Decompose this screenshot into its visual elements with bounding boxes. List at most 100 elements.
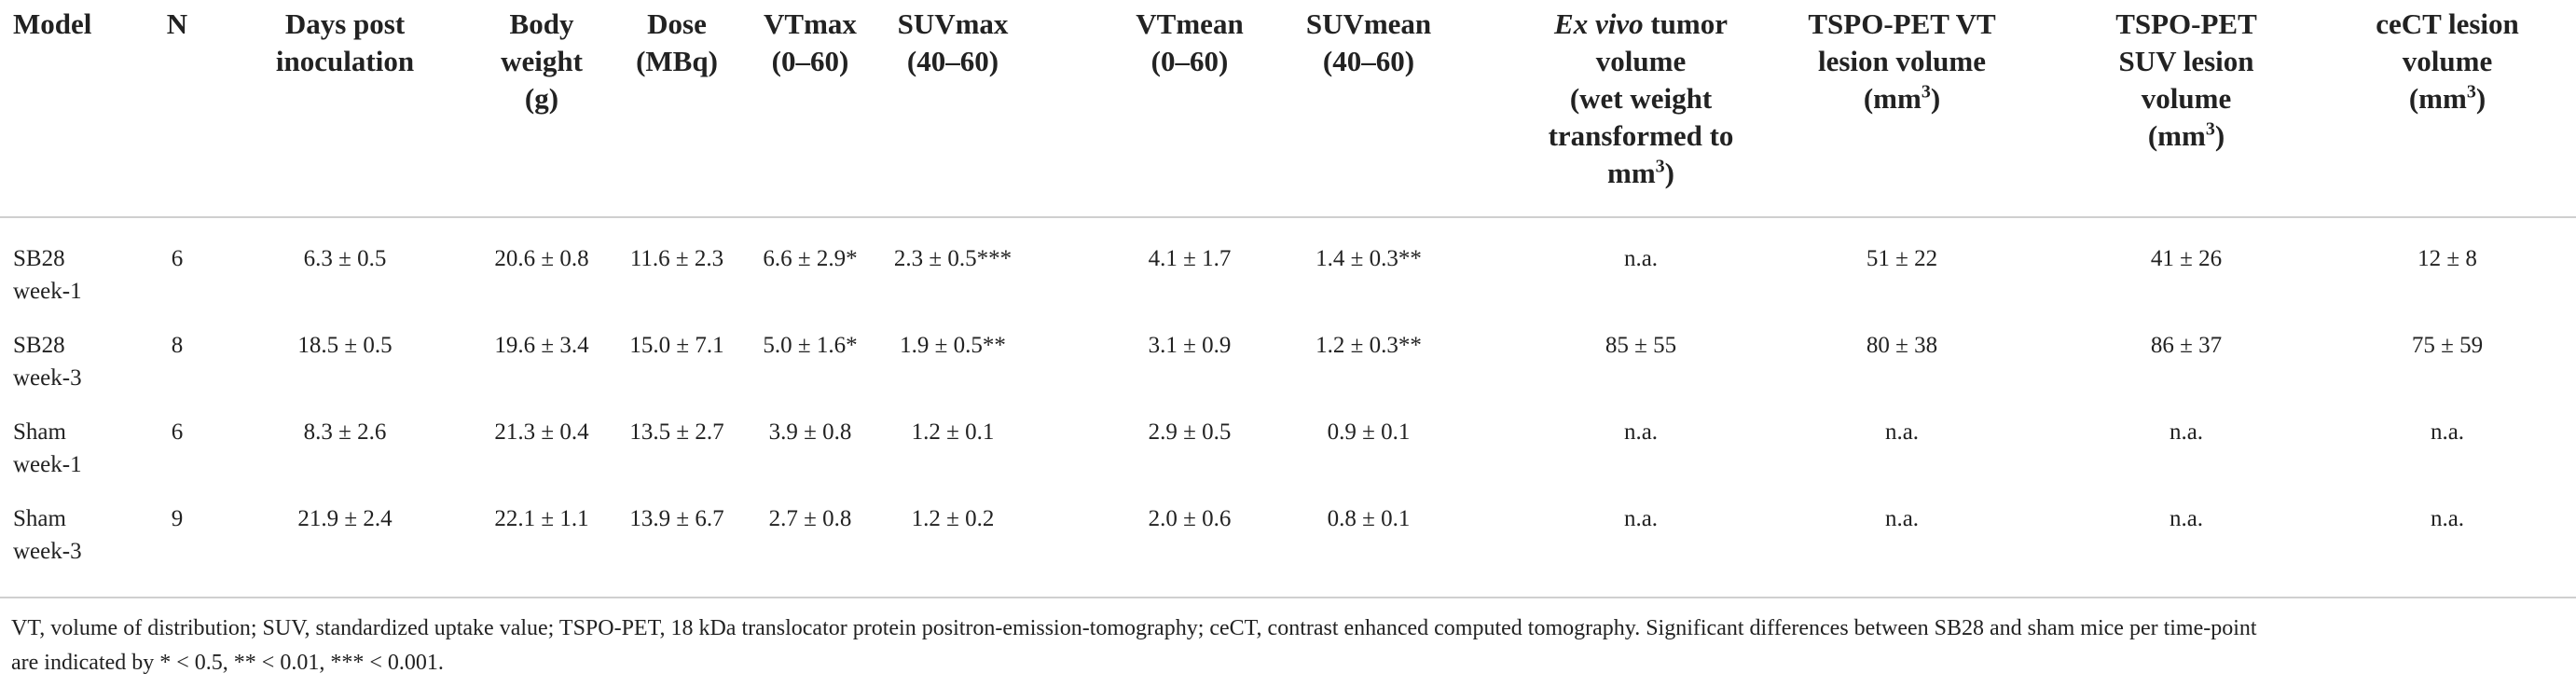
row-label: SB28 week-1 xyxy=(13,242,153,308)
bottom-rule xyxy=(0,597,2576,598)
header-text: tumor xyxy=(1643,7,1728,40)
header-line: transformed to xyxy=(1548,119,1734,152)
table-cell: 86 ± 37 xyxy=(2150,333,2223,358)
footnote: VT, volume of distribution; SUV, standar… xyxy=(11,611,2257,680)
header-line: volume xyxy=(2402,45,2493,77)
header-line: Ex vivo tumor xyxy=(1501,6,1781,43)
table-cell: 8 xyxy=(171,333,184,358)
row-label-line: week-3 xyxy=(13,539,82,564)
header-line: (wet weight xyxy=(1569,82,1713,115)
table-cell: 18.5 ± 0.5 xyxy=(297,333,393,358)
header-text: 3 xyxy=(2466,81,2476,103)
header-text: ) xyxy=(1664,157,1674,189)
row-label-line: SB28 xyxy=(13,333,65,358)
header-text: 3 xyxy=(1921,81,1931,103)
table-cell: 41 ± 26 xyxy=(2150,246,2223,271)
header-cell: VTmean (0–60) xyxy=(1110,6,1269,80)
table-cell: 6.3 ± 0.5 xyxy=(303,246,387,271)
header-line: (mm3) xyxy=(2065,117,2307,155)
table-cell: 9 xyxy=(171,506,184,531)
table-cell: 8.3 ± 2.6 xyxy=(303,419,387,445)
header-line: Days post xyxy=(284,7,406,40)
table-cell: 21.9 ± 2.4 xyxy=(297,506,393,531)
table-cell: 1.4 ± 0.3** xyxy=(1316,246,1422,271)
table-cell: 1.9 ± 0.5** xyxy=(900,333,1006,358)
table-cell: 1.2 ± 0.2 xyxy=(911,506,995,531)
table-cell: 80 ± 38 xyxy=(1866,333,1938,358)
header-line: weight xyxy=(501,45,583,77)
footnote-line: are indicated by * < 0.5, ** < 0.01, ***… xyxy=(11,651,444,675)
header-line: N xyxy=(166,7,188,40)
header-line: SUV lesion xyxy=(2118,45,2254,77)
row-label-line: Sham xyxy=(13,419,66,445)
table-cell: 0.8 ± 0.1 xyxy=(1327,506,1411,531)
table-cell: 5.0 ± 1.6* xyxy=(763,333,858,358)
table-cell: 6 xyxy=(171,246,184,271)
header-line: Model xyxy=(13,7,92,40)
header-line: VTmax xyxy=(764,7,857,40)
table-cell: n.a. xyxy=(1623,246,1659,271)
table-cell: n.a. xyxy=(1623,419,1659,445)
row-label-line: Sham xyxy=(13,506,66,531)
table-cell: 0.9 ± 0.1 xyxy=(1327,419,1411,445)
table-cell: 6 xyxy=(171,419,184,445)
table-cell: n.a. xyxy=(1884,419,1920,445)
header-line: inoculation xyxy=(275,45,415,77)
row-label: SB28 week-3 xyxy=(13,329,153,394)
table-cell: 4.1 ± 1.7 xyxy=(1148,246,1232,271)
header-rule xyxy=(0,216,2576,218)
table-cell: 2.7 ± 0.8 xyxy=(768,506,852,531)
table-cell: 13.9 ± 6.7 xyxy=(629,506,724,531)
header-text: (mm xyxy=(2147,119,2206,152)
table-cell: 2.9 ± 0.5 xyxy=(1148,419,1232,445)
header-text: 3 xyxy=(2205,118,2215,140)
header-line: VTmean xyxy=(1136,7,1244,40)
table-cell: 12 ± 8 xyxy=(2418,246,2477,271)
table-cell: 13.5 ± 2.7 xyxy=(629,419,724,445)
header-line: Dose xyxy=(647,7,707,40)
header-line: volume xyxy=(1595,45,1687,77)
header-line: (g) xyxy=(524,82,559,115)
table-cell: 51 ± 22 xyxy=(1866,246,1938,271)
table-cell: 2.3 ± 0.5*** xyxy=(893,246,1012,271)
header-line: Body xyxy=(509,7,574,40)
table-cell: 22.1 ± 1.1 xyxy=(494,506,589,531)
table-cell: 2.0 ± 0.6 xyxy=(1148,506,1232,531)
header-line: SUVmax xyxy=(897,7,1009,40)
header-cell: Ex vivo tumor volume (wet weight transforme… xyxy=(1501,6,1781,192)
table-cell: 6.6 ± 2.9* xyxy=(763,246,858,271)
row-label: Sham week-1 xyxy=(13,416,153,481)
row-label: Sham week-3 xyxy=(13,502,153,568)
header-cell: SUVmax (40–60) xyxy=(874,6,1032,80)
header-cell: VTmax (0–60) xyxy=(740,6,880,80)
table-cell: n.a. xyxy=(1623,506,1659,531)
header-line: ceCT lesion xyxy=(2376,7,2519,40)
header-line: (0–60) xyxy=(1150,45,1229,77)
table-cell: n.a. xyxy=(2169,419,2204,445)
header-text: 3 xyxy=(1655,156,1665,177)
header-line: (mm3) xyxy=(2335,80,2559,117)
header-cell: ceCT lesion volume (mm3) xyxy=(2335,6,2559,117)
table-cell: 3.9 ± 0.8 xyxy=(768,419,852,445)
table-cell: n.a. xyxy=(1884,506,1920,531)
table-cell: 1.2 ± 0.1 xyxy=(911,419,995,445)
header-line: mm3) xyxy=(1501,155,1781,192)
table-cell: 20.6 ± 0.8 xyxy=(494,246,589,271)
header-text: ) xyxy=(1930,82,1941,115)
header-text: (mm xyxy=(1863,82,1922,115)
header-cell: Body weight (g) xyxy=(472,6,612,117)
header-line: TSPO-PET VT xyxy=(1808,7,1996,40)
header-text: ) xyxy=(2214,119,2225,152)
table-cell: n.a. xyxy=(2169,506,2204,531)
header-line: (40–60) xyxy=(1322,45,1415,77)
header-text: ) xyxy=(2475,82,2486,115)
header-cell: Dose (MBq) xyxy=(607,6,747,80)
header-cell: Days post inoculation xyxy=(228,6,461,80)
table-cell: n.a. xyxy=(2430,419,2465,445)
table-cell: 21.3 ± 0.4 xyxy=(494,419,589,445)
row-label-line: week-3 xyxy=(13,365,82,391)
table-cell: 85 ± 55 xyxy=(1605,333,1677,358)
header-text: mm xyxy=(1607,157,1656,189)
header-text: Ex vivo xyxy=(1554,7,1644,40)
